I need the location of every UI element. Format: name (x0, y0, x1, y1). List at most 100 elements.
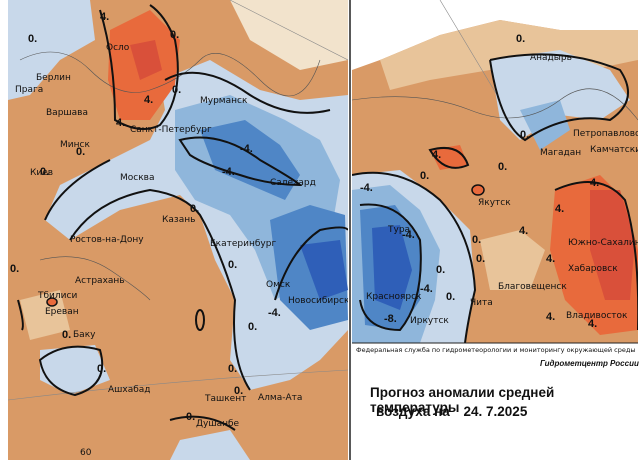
iso-label: 0. (498, 161, 507, 173)
city-label: Ташкент (204, 394, 246, 404)
east-polar-white (352, 0, 638, 70)
west-isoline-zero-mid (69, 188, 251, 391)
city-label: Южно-Сахалинск (568, 238, 640, 248)
city-label: Москва (120, 173, 154, 183)
east-graticule (439, 0, 501, 101)
west-warm-spot (46, 297, 58, 307)
west-neutral-top (230, 0, 348, 70)
iso-label: 4. (116, 117, 125, 129)
west-cool-bottom (170, 430, 250, 460)
iso-label: 0. (234, 385, 243, 397)
city-label: Благовещенск (498, 282, 567, 292)
city-label: Тбилиси (37, 291, 77, 301)
city-label: Владивосток (566, 311, 628, 321)
city-label: Алма-Ата (258, 393, 302, 403)
east-isoline-minus4 (359, 203, 422, 332)
iso-label: -4. (268, 307, 281, 319)
city-label: Казань (162, 215, 195, 225)
west-graticule (8, 369, 348, 401)
iso-label: 0. (40, 166, 49, 178)
iso-label: 0. (248, 321, 257, 333)
west-cool-topleft (8, 0, 95, 100)
city-label: Магадан (540, 148, 581, 158)
west-isoline-minus4-north (178, 136, 303, 187)
iso-label: -8. (384, 313, 397, 325)
iso-label: 4. (546, 253, 555, 265)
east-warm-light-mid (480, 230, 545, 290)
map-title: Прогноз аномалии средней температуры (370, 385, 555, 415)
city-label: Ростов-на-Дону (70, 235, 144, 245)
iso-label: 4. (144, 94, 153, 106)
west-cold-core (300, 240, 348, 300)
city-label: Прага (15, 85, 43, 95)
west-cities: Осло Берлин Прага Варшава Минск Санкт-Пе… (15, 43, 350, 429)
east-coastline (352, 88, 638, 121)
east-warm-spot (471, 184, 485, 196)
iso-label: 0. (436, 264, 445, 276)
city-label: Мурманск (200, 96, 248, 106)
iso-label: 0. (476, 253, 485, 265)
west-isoline-small (17, 299, 24, 331)
east-warm-light-top (380, 20, 638, 90)
map-subtitle: воздуха на 24. 7.2025 (376, 404, 537, 419)
west-cool-strong-north (200, 120, 300, 200)
city-label: Душанбе (196, 419, 240, 429)
city-label: Ашхабад (108, 385, 151, 395)
city-label: Новосибирск (288, 296, 350, 306)
iso-label: 4. (590, 177, 599, 189)
west-isoline-ring (195, 309, 205, 331)
west-coastline (19, 51, 321, 97)
city-label: Иркутск (410, 316, 449, 326)
iso-label: -4. (240, 143, 253, 155)
iso-label: 0. (62, 329, 71, 341)
east-isoline-plus4 (554, 181, 638, 330)
east-isoline-zero-west (352, 171, 477, 343)
east-cold-core (372, 225, 412, 310)
iso-label: 0. (170, 29, 179, 41)
iso-label: 4. (100, 11, 109, 23)
iso-label: 0. (420, 170, 429, 182)
iso-label: -4. (402, 229, 415, 241)
east-panel: 0. 0. 4. 0. 0. -4. 4. 4. 4. -4. 0. 0. 4.… (352, 0, 640, 343)
city-label: Камчатский (590, 145, 640, 155)
map-subtitle-prefix: воздуха на (376, 404, 450, 419)
iso-label: 0. (472, 234, 481, 246)
iso-label: -4. (360, 182, 373, 194)
west-panel: 4. 0. 0. 0. 4. 4. 0. -4. -4. 0. 0. 0. 0.… (8, 0, 350, 460)
iso-label: 4. (432, 149, 441, 161)
iso-label: 0. (228, 259, 237, 271)
west-isoline-zero-north (164, 71, 331, 114)
east-warm-core (590, 190, 635, 300)
iso-label: 0. (446, 291, 455, 303)
city-label: Осло (106, 43, 130, 53)
east-cities: Анадырь Петропавловск Магадан Камчатский… (366, 53, 640, 326)
city-label: Хабаровск (568, 264, 618, 274)
iso-label: 0. (516, 33, 525, 45)
west-isoline-zero-bottom (169, 415, 236, 431)
city-label: Варшава (46, 108, 88, 118)
iso-label: 4. (555, 203, 564, 215)
west-isoline-zero-west (44, 159, 111, 221)
west-isoline-zero-south (38, 345, 104, 397)
city-label: Красноярск (366, 292, 422, 302)
iso-label: 0. (228, 363, 237, 375)
city-label: Тура (387, 225, 410, 235)
city-label: Баку (73, 330, 96, 340)
west-graticule-2 (229, 0, 348, 61)
city-label: Петропавловск (573, 129, 640, 139)
city-label: Якутск (478, 198, 511, 208)
iso-label: 0. (28, 33, 37, 45)
east-cool-north-mid (520, 100, 570, 150)
iso-label: 0. (520, 129, 529, 141)
city-label: Астрахань (75, 276, 125, 286)
iso-label: 0. (186, 411, 195, 423)
iso-label: -4. (420, 283, 433, 295)
west-warm-core (130, 40, 162, 80)
east-isoline-small (428, 146, 470, 169)
east-isoline-zero-north (489, 53, 629, 142)
credit-center: Гидрометцентр России (540, 359, 639, 368)
city-label: Анадырь (530, 53, 572, 63)
city-label: Екатеринбург (210, 239, 276, 249)
west-coast-sea (39, 256, 151, 301)
